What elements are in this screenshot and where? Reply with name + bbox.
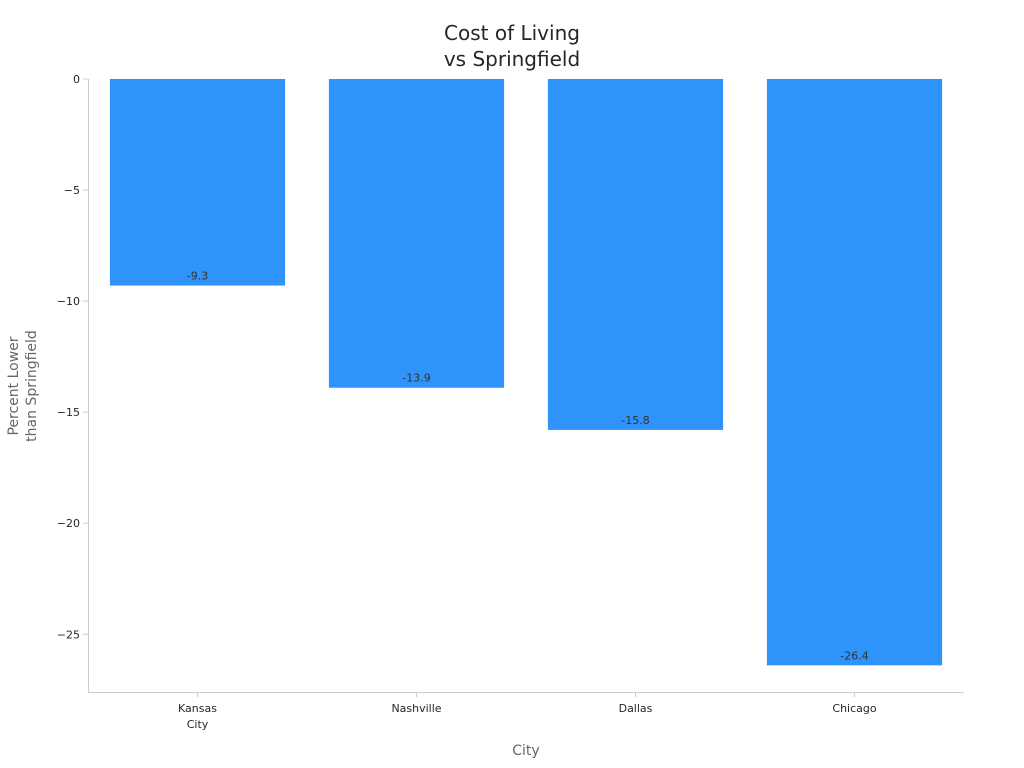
y-tick-label: −25 xyxy=(57,628,80,641)
x-tick-label: City xyxy=(187,718,209,731)
y-axis-label-line-1: Percent Lower xyxy=(6,336,22,435)
chart-title-line-2: vs Springfield xyxy=(444,47,580,71)
data-label: -26.4 xyxy=(840,649,868,662)
y-tick-label: −10 xyxy=(57,295,80,308)
bar xyxy=(109,79,286,286)
y-tick-label: 0 xyxy=(73,73,80,86)
x-axis-label: City xyxy=(512,743,539,759)
data-label: -9.3 xyxy=(187,270,208,283)
data-label: -13.9 xyxy=(402,372,430,385)
bar xyxy=(766,79,943,666)
x-tick-label: Dallas xyxy=(619,702,653,715)
y-tick-label: −20 xyxy=(57,517,80,530)
bar xyxy=(547,79,724,430)
y-axis-label-line-2: than Springfield xyxy=(24,330,40,442)
data-label: -15.8 xyxy=(621,414,649,427)
bar xyxy=(328,79,505,388)
y-tick-label: −15 xyxy=(57,406,80,419)
x-tick-label: Nashville xyxy=(391,702,441,715)
y-axis-label: Percent Lower than Springfield xyxy=(6,330,40,442)
plot-area: 0 −5 −10 −15 −20 −25 -9.3 Kansas City -13.9 Nashvi… xyxy=(57,73,943,731)
y-tick-label: −5 xyxy=(64,184,80,197)
x-tick-label: Chicago xyxy=(832,702,876,715)
chart-title-line-1: Cost of Living xyxy=(444,21,580,45)
x-tick-label: Kansas xyxy=(178,702,217,715)
